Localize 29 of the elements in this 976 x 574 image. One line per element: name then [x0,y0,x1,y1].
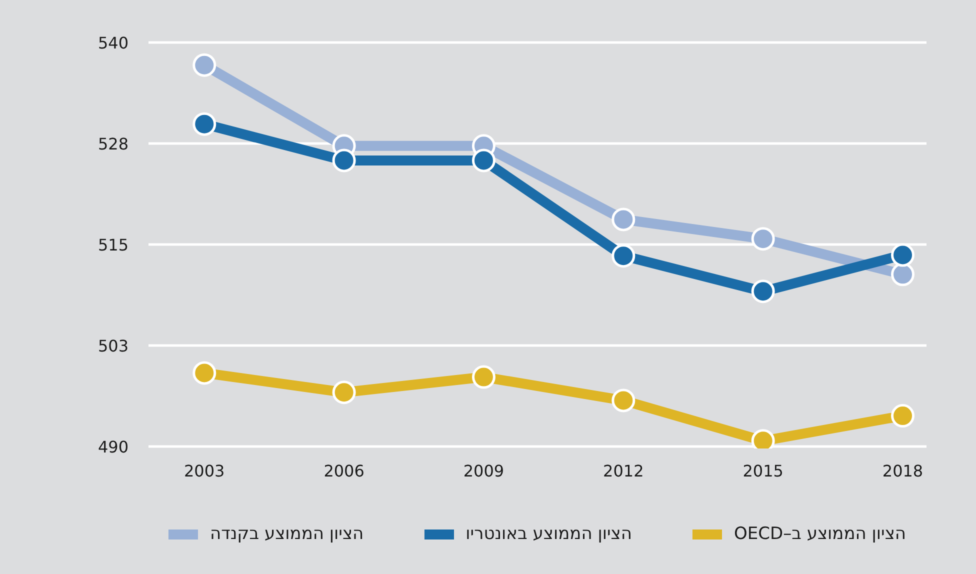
x-tick-label: 2015 [742,462,784,480]
point [891,404,915,428]
legend-label: הציון הממוצע ב–OECD [734,524,906,544]
point [891,262,915,286]
x-tick-label: 2012 [603,462,644,480]
point [751,227,775,251]
y-tick-label: 540 [98,33,129,52]
point [612,388,636,412]
x-tick-label: 2003 [184,462,225,480]
x-tick-label: 2009 [463,462,504,480]
legend-label: הציון הממוצע באונטריו [466,524,632,544]
point [332,148,356,172]
y-tick-label: 515 [98,236,129,254]
point [332,380,356,404]
point [472,365,496,389]
x-tick-label: 2018 [882,462,924,480]
legend-label: הציון הממוצע בקנדה [210,524,364,544]
point [192,112,216,136]
point [472,148,496,172]
point [751,280,775,304]
y-tick-label: 528 [98,134,129,154]
y-tick-label: 503 [98,336,129,356]
point [612,208,636,232]
point [192,361,216,385]
y-tick-label: 490 [98,438,129,457]
x-tick-label: 2006 [324,462,364,480]
point [192,53,216,77]
point [612,244,636,268]
point [891,243,915,267]
